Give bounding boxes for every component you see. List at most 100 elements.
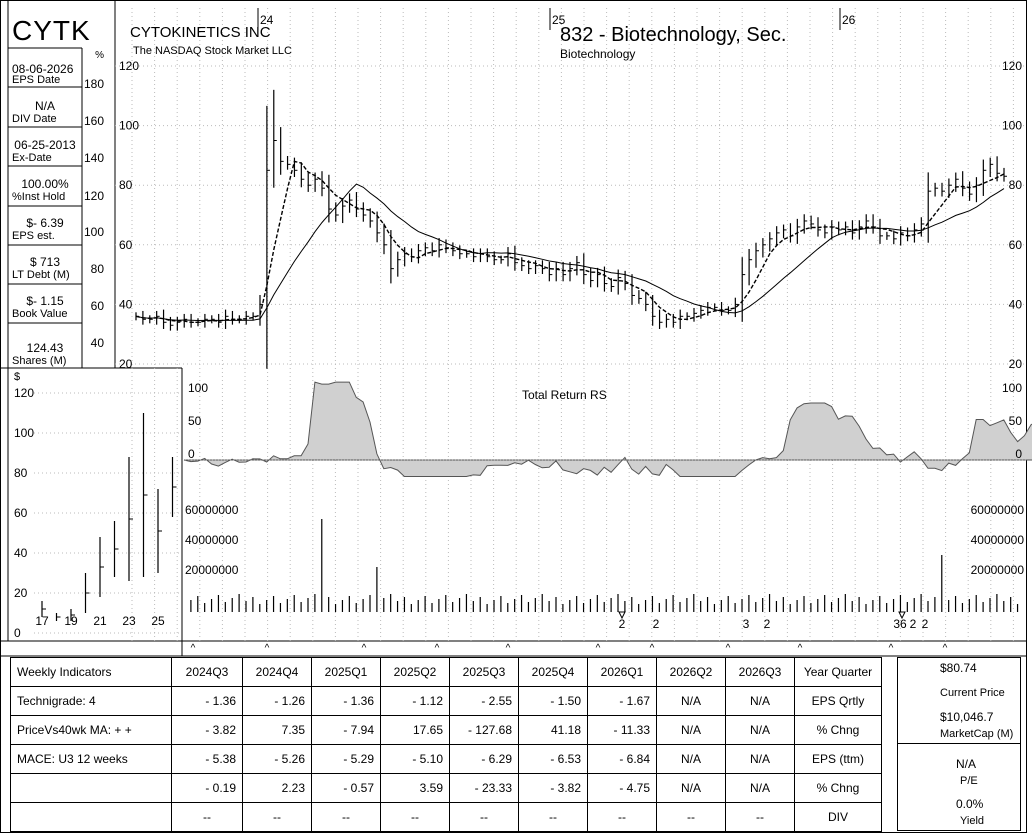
- price-tick-right: 80: [1009, 178, 1023, 192]
- stat-value: N/A: [34, 99, 55, 113]
- table-cell: 41.18: [518, 715, 588, 745]
- table-cell: 7.35: [242, 715, 312, 745]
- pct-tick: %: [95, 50, 104, 61]
- table-cell: EPS (ttm): [794, 744, 882, 774]
- eps-marker-label: 2: [764, 617, 771, 631]
- year-label: 25: [552, 13, 566, 27]
- annual-tick: 20: [14, 586, 28, 600]
- rs-tick-right: 0: [1015, 447, 1022, 461]
- caret-marker: ^: [191, 643, 196, 654]
- table-cell: N/A: [656, 715, 726, 745]
- table-header: Year Quarter: [794, 657, 882, 687]
- volume-tick-left: 20000000: [185, 563, 239, 577]
- table-cell: --: [311, 802, 381, 832]
- table-cell: - 1.12: [380, 686, 450, 716]
- table-cell: - 1.36: [311, 686, 381, 716]
- table-header: 2025Q3: [449, 657, 519, 687]
- table-row: PriceVs40wk MA: + + - 3.82 7.35- 7.94 17.65…: [10, 715, 882, 745]
- fundamentals-table: Weekly Indicators 2024Q3 2024Q4 2025Q1 2025Q…: [10, 657, 882, 832]
- industry-subtitle: Biotechnology: [560, 47, 636, 61]
- volume-tick-right: 40000000: [971, 533, 1025, 547]
- stat-value: $ 713: [29, 255, 61, 269]
- volume-tick-right: 60000000: [971, 503, 1025, 517]
- table-cell: MACE: U3 12 weeks: [10, 744, 172, 774]
- table-cell: [10, 802, 172, 832]
- current-price: $80.74: [940, 661, 977, 675]
- table-cell: - 127.68: [449, 715, 519, 745]
- table-cell: --: [171, 802, 243, 832]
- rs-tick-right: 100: [1002, 381, 1022, 395]
- rs-tick-right: 50: [1009, 414, 1023, 428]
- table-cell: --: [587, 802, 657, 832]
- rs-tick-left: 50: [188, 414, 202, 428]
- pct-tick: 180: [84, 77, 104, 91]
- annual-x-label: 17: [35, 614, 49, 628]
- market-cap: $10,046.7: [940, 710, 994, 724]
- table-cell: --: [380, 802, 450, 832]
- stat-value: 06-25-2013: [14, 138, 76, 152]
- table-cell: - 5.26: [242, 744, 312, 774]
- quote-summary-box: $80.74 Current Price $10,046.7 MarketCap…: [897, 657, 1021, 831]
- eps-marker-label: 3: [743, 617, 750, 631]
- volume-tick-left: 60000000: [185, 503, 239, 517]
- year-label: 24: [260, 13, 274, 27]
- price-tick-right: 100: [1002, 119, 1022, 133]
- table-cell: 3.59: [380, 773, 450, 803]
- annual-tick: 100: [14, 426, 34, 440]
- stat-value: $- 1.15: [26, 294, 64, 308]
- eps-marker-label: 2: [922, 617, 929, 631]
- table-cell: - 1.26: [242, 686, 312, 716]
- pct-tick: 140: [84, 151, 104, 165]
- pe-label: P/E: [960, 775, 978, 787]
- pct-tick: 60: [91, 299, 105, 313]
- eps-triangle-icon: [898, 611, 906, 620]
- ticker-symbol: CYTK: [12, 15, 91, 46]
- caret-marker: ^: [506, 643, 511, 654]
- pct-tick: 40: [91, 336, 105, 350]
- table-row: - 0.19 2.23- 0.57 3.59- 23.33- 3.82- 4.75 N…: [10, 773, 882, 803]
- market-cap-label: MarketCap (M): [940, 728, 1014, 740]
- table-row: -- -- -- -- -- -- -- -- -- DIV: [10, 802, 882, 832]
- table-cell: N/A: [656, 686, 726, 716]
- table-header: 2024Q3: [171, 657, 243, 687]
- table-cell: - 7.94: [311, 715, 381, 745]
- price-tick-left: 80: [119, 178, 133, 192]
- table-cell: PriceVs40wk MA: + +: [10, 715, 172, 745]
- stat-label: EPS Date: [12, 74, 61, 86]
- eps-marker-label: 2: [653, 617, 660, 631]
- table-header: 2025Q2: [380, 657, 450, 687]
- company-name: CYTOKINETICS INC: [130, 24, 271, 41]
- rs-tick-left: 0: [188, 447, 195, 461]
- rs-title: Total Return RS: [522, 388, 607, 402]
- annual-x-label: 19: [64, 614, 78, 628]
- table-cell: - 4.75: [587, 773, 657, 803]
- caret-marker: ^: [265, 643, 270, 654]
- annual-tick: 40: [14, 546, 28, 560]
- price-tick-left: 60: [119, 238, 133, 252]
- yield-label: Yield: [960, 815, 985, 827]
- table-header: 2026Q1: [587, 657, 657, 687]
- stat-label: Shares (M): [12, 355, 67, 367]
- ma-40wk-line: [135, 183, 1005, 322]
- annual-tick: 0: [14, 626, 21, 640]
- pe-value: N/A: [956, 757, 977, 771]
- stat-label: Book Value: [12, 308, 68, 320]
- table-row: Technigrade: 4- 1.36- 1.26- 1.36- 1.12- …: [10, 686, 882, 716]
- volume-tick-right: 20000000: [971, 563, 1025, 577]
- caret-marker: ^: [435, 643, 440, 654]
- table-cell: --: [725, 802, 795, 832]
- table-cell: N/A: [656, 773, 726, 803]
- table-cell: N/A: [725, 715, 795, 745]
- annual-tick: 80: [14, 466, 28, 480]
- caret-marker: ^: [889, 643, 894, 654]
- annual-x-label: 21: [93, 614, 107, 628]
- yield-value: 0.0%: [956, 797, 984, 811]
- table-header: 2025Q1: [311, 657, 381, 687]
- caret-marker: ^: [798, 643, 803, 654]
- caret-marker: ^: [726, 643, 731, 654]
- price-tick-left: 100: [119, 119, 139, 133]
- table-header: 2025Q4: [518, 657, 588, 687]
- table-cell: Technigrade: 4: [10, 686, 172, 716]
